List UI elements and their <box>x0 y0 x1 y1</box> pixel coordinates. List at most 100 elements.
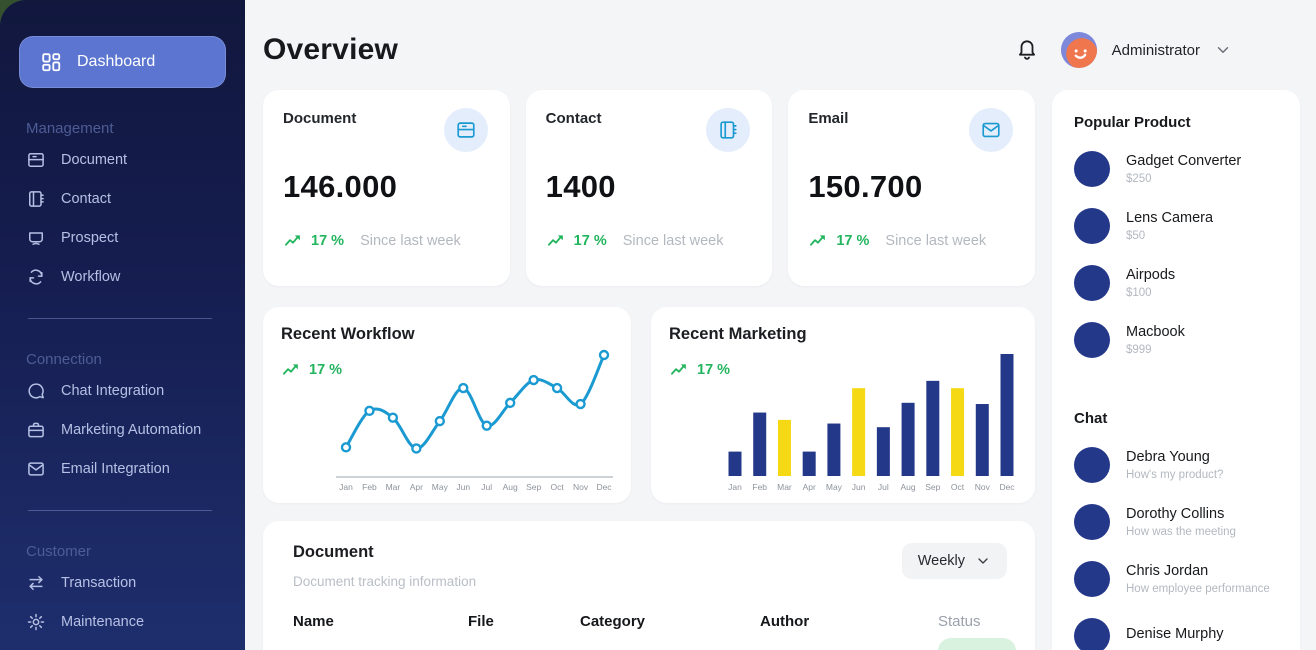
stat-delta: 17 % <box>836 233 870 249</box>
svg-text:Apr: Apr <box>803 482 816 492</box>
sidebar-section-management: Management <box>26 120 114 137</box>
chart-delta: 17 % <box>309 362 343 378</box>
sidebar-item-label: Contact <box>61 191 111 207</box>
product-avatar <box>1074 265 1110 301</box>
chat-name: Denise Murphy <box>1126 626 1224 642</box>
svg-text:Mar: Mar <box>777 482 792 492</box>
user-menu[interactable]: Administrator <box>1060 31 1232 69</box>
sidebar-divider <box>28 510 212 511</box>
chat-title: Chat <box>1074 410 1108 427</box>
sidebar-divider <box>28 318 212 319</box>
stat-card-email: Email 150.700 17 % Since last week <box>788 90 1036 286</box>
svg-text:Mar: Mar <box>386 482 401 492</box>
sidebar-item-dashboard[interactable]: Dashboard <box>19 36 226 88</box>
center-column: Document 146.000 17 % Since last week Co… <box>263 90 1036 650</box>
sidebar-item-transaction[interactable]: Transaction <box>19 564 226 602</box>
chat-name: Debra Young <box>1126 449 1210 465</box>
sidebar-item-workflow[interactable]: Workflow <box>19 258 226 296</box>
svg-text:Aug: Aug <box>901 482 916 492</box>
svg-text:Nov: Nov <box>975 482 991 492</box>
svg-text:Oct: Oct <box>951 482 965 492</box>
sidebar-item-document[interactable]: Document <box>19 141 226 179</box>
product-name: Airpods <box>1126 267 1176 283</box>
chat-avatar <box>1074 561 1110 597</box>
stat-card-contact: Contact 1400 17 % Since last week <box>525 90 773 286</box>
chat-message: How employee performance <box>1126 583 1270 595</box>
stats-row: Document 146.000 17 % Since last week Co… <box>263 90 1036 286</box>
chat-item[interactable]: Debra Young How's my product? <box>1074 447 1278 483</box>
svg-text:Jul: Jul <box>878 482 889 492</box>
document-table-card: Document Document tracking information W… <box>263 521 1035 650</box>
product-name: Macbook <box>1126 324 1185 340</box>
chat-bubble-icon <box>28 383 44 399</box>
chat-item[interactable]: Dorothy Collins How was the meeting <box>1074 504 1278 540</box>
svg-text:Apr: Apr <box>410 482 423 492</box>
chat-name: Dorothy Collins <box>1126 506 1225 522</box>
trend-up-icon <box>285 235 300 246</box>
chat-avatar <box>1074 504 1110 540</box>
recent-workflow-card: Recent Workflow 17 % Jan Feb Mar Apr May Jun J… <box>263 307 631 503</box>
chart-delta: 17 % <box>697 362 731 378</box>
mail-icon <box>969 108 1014 152</box>
page-title: Overview <box>263 33 399 66</box>
contact-book-icon <box>29 191 44 207</box>
refresh-icon <box>29 269 43 285</box>
contact-book-icon <box>706 108 751 152</box>
document-icon <box>443 108 488 152</box>
prospect-icon <box>29 232 43 245</box>
svg-text:Dec: Dec <box>999 482 1015 492</box>
svg-text:Jul: Jul <box>481 482 492 492</box>
product-item[interactable]: Macbook $999 <box>1074 322 1278 358</box>
table-header-row: Name File Category Author Status <box>293 613 1005 630</box>
briefcase-icon <box>28 422 44 438</box>
notifications-button[interactable] <box>1014 37 1040 63</box>
stat-delta: 17 % <box>311 233 345 249</box>
chat-avatar <box>1074 447 1110 483</box>
table-title: Document <box>293 543 374 561</box>
period-dropdown[interactable]: Weekly <box>901 543 1007 579</box>
svg-text:Dec: Dec <box>596 482 612 492</box>
chat-message: How's my product? <box>1126 469 1224 481</box>
product-price: $50 <box>1126 230 1146 242</box>
chat-message: How was the meeting <box>1126 526 1236 538</box>
mail-icon <box>28 462 44 476</box>
chat-item[interactable]: Denise Murphy <box>1074 618 1278 650</box>
product-item[interactable]: Lens Camera $50 <box>1074 208 1278 244</box>
svg-text:Feb: Feb <box>362 482 377 492</box>
recent-marketing-card: Recent Marketing 17 % Jan Feb Mar Apr May Jun… <box>651 307 1035 503</box>
topbar: Overview <box>263 28 1300 72</box>
workflow-line-chart: Jan Feb Mar Apr May Jun Jul Aug Sep Oct Nov Dec <box>336 349 613 492</box>
sidebar-item-label: Prospect <box>61 230 119 246</box>
stat-caption: Since last week <box>360 233 461 249</box>
trend-up-icon <box>547 235 563 246</box>
sidebar-item-marketing-automation[interactable]: Marketing Automation <box>19 411 226 449</box>
svg-text:Jan: Jan <box>728 482 742 492</box>
product-item[interactable]: Airpods $100 <box>1074 265 1278 301</box>
sidebar-item-prospect[interactable]: Prospect <box>19 219 226 257</box>
stat-label: Contact <box>545 110 602 127</box>
chevron-down-icon <box>1217 47 1229 53</box>
stat-caption: Since last week <box>885 233 987 249</box>
svg-text:May: May <box>826 482 843 492</box>
stat-card-document: Document 146.000 17 % Since last week <box>263 90 510 286</box>
period-value: Weekly <box>917 553 965 569</box>
chat-item[interactable]: Chris Jordan How employee performance <box>1074 561 1278 597</box>
svg-text:Aug: Aug <box>503 482 518 492</box>
sidebar-item-maintenance[interactable]: Maintenance <box>19 603 226 641</box>
stat-value: 146.000 <box>283 169 398 204</box>
sidebar-item-email-integration[interactable]: Email Integration <box>19 450 226 488</box>
swap-arrows-icon <box>29 576 43 590</box>
svg-text:Nov: Nov <box>573 482 589 492</box>
status-badge <box>938 638 1016 650</box>
svg-text:Sep: Sep <box>526 482 541 492</box>
sidebar-item-chat-integration[interactable]: Chat Integration <box>19 372 226 410</box>
chart-title: Recent Workflow <box>281 325 415 343</box>
product-item[interactable]: Gadget Converter $250 <box>1074 151 1278 187</box>
stat-value: 1400 <box>545 169 616 204</box>
sidebar-item-label: Marketing Automation <box>61 422 202 438</box>
table-subtitle: Document tracking information <box>293 574 477 589</box>
trend-up-icon <box>671 364 686 375</box>
column-header-status: Status <box>938 613 981 630</box>
gear-icon <box>27 613 45 631</box>
sidebar-item-contact[interactable]: Contact <box>19 180 226 218</box>
